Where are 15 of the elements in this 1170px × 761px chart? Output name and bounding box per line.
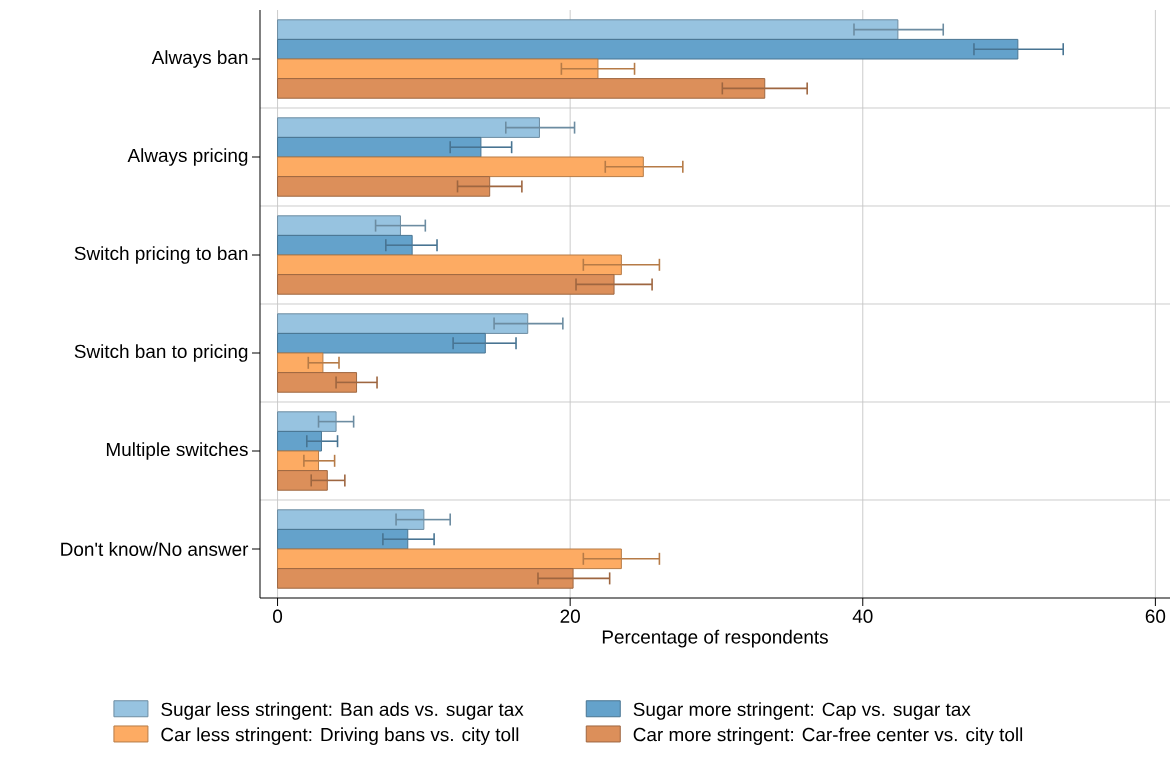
- x-tick-label: 40: [852, 609, 873, 623]
- y-tick-label: Always ban: [151, 50, 248, 68]
- y-tick-label: Switch pricing to ban: [74, 246, 248, 264]
- y-tick-label: Switch ban to pricing: [74, 344, 248, 362]
- y-tick-label: Multiple switches: [106, 442, 248, 460]
- x-tick-label: 0: [273, 609, 283, 623]
- legend-label: Car more stringent: Car-free center vs. city toll: [633, 727, 1023, 745]
- x-tick-label: 20: [560, 609, 580, 623]
- legend-label: Sugar less stringent: Ban ads vs. sugar tax: [161, 702, 524, 720]
- x-axis-title: Percentage of respondents: [602, 629, 828, 648]
- y-tick-label: Always pricing: [127, 148, 248, 166]
- x-tick-label: 60: [1145, 609, 1166, 623]
- y-tick-label: Don't know/No answer: [61, 542, 249, 556]
- legend-label: Car less stringent: Driving bans vs. city toll: [161, 727, 519, 745]
- legend-label: Sugar more stringent: Cap vs. sugar tax: [633, 702, 971, 720]
